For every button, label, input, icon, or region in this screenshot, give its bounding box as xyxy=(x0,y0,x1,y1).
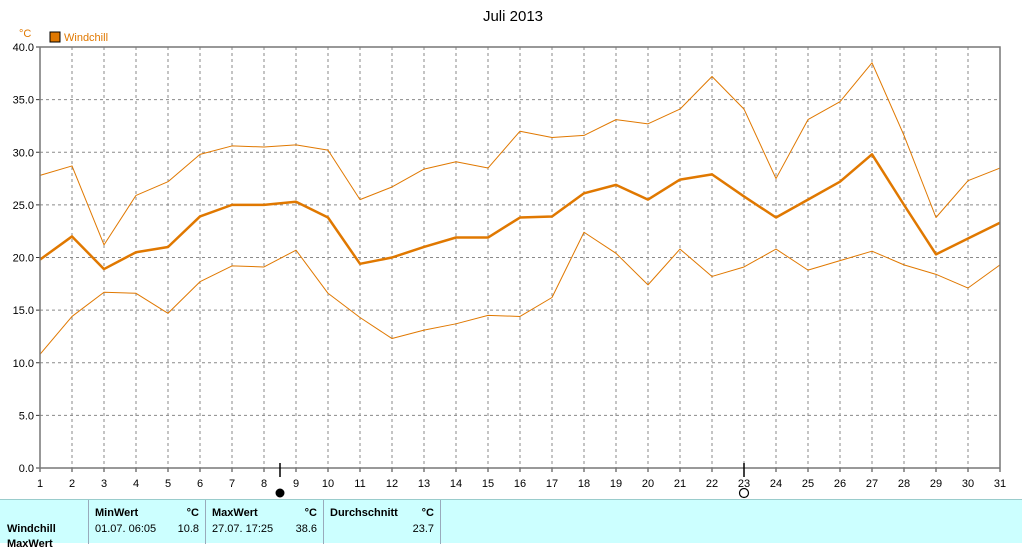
x-tick-label: 15 xyxy=(482,478,494,490)
x-tick-label: 23 xyxy=(738,478,750,490)
x-tick-label: 13 xyxy=(418,478,430,490)
y-tick-label: 10.0 xyxy=(13,358,34,370)
y-tick-label: 20.0 xyxy=(13,253,34,265)
y-tick-label: 15.0 xyxy=(13,305,34,317)
axes: 0.05.010.015.020.025.030.035.040.01 2 3 4 5 6… xyxy=(13,42,1007,490)
series-line-average xyxy=(39,153,1001,271)
maxwert-column: MaxWert °C 27.07. 17:25 38.6 xyxy=(205,500,323,544)
maxwert-date: 27.07. 17:25 xyxy=(212,523,274,535)
durchschnitt-header: Durchschnitt xyxy=(330,507,398,519)
stats-row-label: Windchill xyxy=(7,523,56,535)
stats-panel: Windchill MaxWert MinWert °C 01.07. 06:0… xyxy=(0,499,1022,550)
x-tick-label: 31 xyxy=(994,478,1006,490)
x-tick-label: 3 xyxy=(101,478,107,490)
x-tick-label: 21 xyxy=(674,478,686,490)
grid xyxy=(40,47,1000,468)
minwert-column: MinWert °C 01.07. 06:05 10.8 xyxy=(88,500,205,544)
x-tick-label: 24 xyxy=(770,478,782,490)
x-tick-label: 17 xyxy=(546,478,558,490)
y-axis-unit: °C xyxy=(19,28,31,40)
x-tick-label: 18 xyxy=(578,478,590,490)
x-tick-label: 4 xyxy=(133,478,139,490)
x-tick-label: 7 xyxy=(229,478,235,490)
y-tick-label: 0.0 xyxy=(19,463,34,475)
legend-label: Windchill xyxy=(64,32,108,44)
maxwert-unit: °C xyxy=(304,507,317,519)
y-tick-label: 5.0 xyxy=(19,410,34,422)
minwert-unit: °C xyxy=(186,507,199,519)
y-tick-label: 30.0 xyxy=(13,147,34,159)
chart: Juli 2013 °C Windchill 0.0 5.0 10.0 15.0 20.… xyxy=(13,8,1007,499)
x-tick-label: 22 xyxy=(706,478,718,490)
minwert-header: MinWert xyxy=(95,507,139,519)
durchschnitt-unit: °C xyxy=(421,507,434,519)
x-tick-label: 14 xyxy=(450,478,462,490)
durchschnitt-value: 23.7 xyxy=(412,523,434,535)
x-tick-label: 2 xyxy=(69,478,75,490)
x-tick-label: 19 xyxy=(610,478,622,490)
x-tick-label: 26 xyxy=(834,478,846,490)
x-tick-label: 16 xyxy=(514,478,526,490)
minwert-date: 01.07. 06:05 xyxy=(95,523,157,535)
moon-phases xyxy=(275,463,750,499)
x-tick-label: 29 xyxy=(930,478,942,490)
x-tick-label: 10 xyxy=(322,478,334,490)
full-moon-icon xyxy=(738,487,750,499)
x-tick-label: 5 xyxy=(165,478,171,490)
minwert-value: 10.8 xyxy=(177,523,199,535)
y-tick-label: 25.0 xyxy=(13,200,34,212)
y-tick-label: 40.0 xyxy=(13,42,34,54)
new-moon-icon xyxy=(275,488,285,498)
durchschnitt-column: Durchschnitt °C 23.7 xyxy=(323,500,441,544)
x-tick-label: 6 xyxy=(197,478,203,490)
x-tick-label: 25 xyxy=(802,478,814,490)
chart-title: Juli 2013 xyxy=(483,8,543,25)
x-tick-label: 27 xyxy=(866,478,878,490)
legend-swatch xyxy=(49,31,61,43)
plot-frame xyxy=(39,46,1001,469)
y-tick-label: 35.0 xyxy=(13,95,34,107)
series-line-min xyxy=(39,231,1001,355)
x-tick-label: 9 xyxy=(293,478,299,490)
maxwert-header: MaxWert xyxy=(212,507,258,519)
x-tick-label: 30 xyxy=(962,478,974,490)
x-tick-label: 20 xyxy=(642,478,654,490)
x-tick-label: 1 xyxy=(37,478,43,490)
x-tick-label: 12 xyxy=(386,478,398,490)
x-tick-label: 8 xyxy=(261,478,267,490)
series-group xyxy=(39,62,1001,355)
x-tick-label: 28 xyxy=(898,478,910,490)
stats-row-label-2: MaxWert xyxy=(7,538,53,550)
maxwert-value: 38.6 xyxy=(295,523,317,535)
series-line-max xyxy=(39,62,1001,246)
x-tick-label: 11 xyxy=(354,478,365,490)
